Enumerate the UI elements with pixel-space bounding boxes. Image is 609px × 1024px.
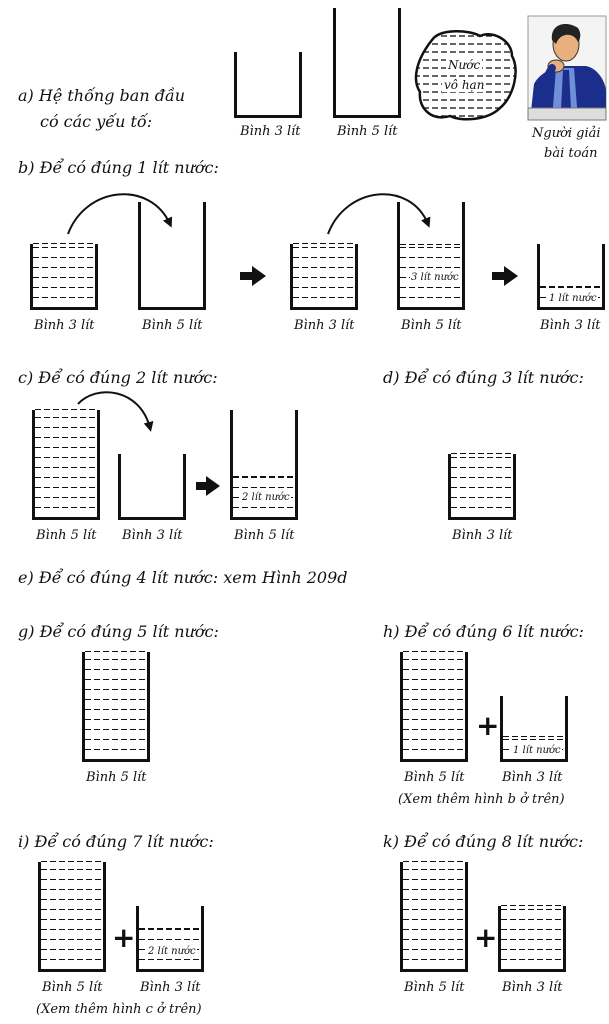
b-caption-3: Bình 3 lít [294, 318, 355, 333]
b-step-arrow-2 [492, 266, 518, 286]
b-label-1l: 1 lít nước [548, 293, 598, 304]
c-jar-5l-full [32, 409, 100, 520]
k-caption-1: Bình 5 lít [404, 980, 465, 995]
h-title: h) Để có đúng 6 lít nước: [383, 622, 584, 641]
h-note: (Xem thêm hình b ở trên) [398, 792, 565, 807]
water-fill [41, 861, 103, 969]
c-jar-3l-empty [118, 454, 186, 520]
b-caption-2: Bình 5 lít [142, 318, 203, 333]
k-plus-sign: + [474, 921, 498, 954]
c-title: c) Để có đúng 2 lít nước: [18, 368, 218, 387]
h-plus-sign: + [476, 709, 500, 742]
water-label-line1: Nước [446, 58, 483, 72]
jar-3l-caption: Bình 3 lít [240, 124, 301, 139]
k-title: k) Để có đúng 8 lít nước: [383, 832, 584, 851]
b-jar-3l-1l-water: 1 lít nước [537, 244, 605, 310]
water-fill [33, 243, 95, 307]
water-fill [451, 453, 513, 517]
c-caption-2: Bình 3 lít [122, 528, 183, 543]
water-label-line2: vô hạn [442, 78, 487, 92]
c-caption-1: Bình 5 lít [36, 528, 97, 543]
water-fill [293, 243, 355, 307]
d-caption-1: Bình 3 lít [452, 528, 513, 543]
i-jar-5l-full [38, 861, 106, 972]
jar-3l-empty [234, 52, 302, 118]
b-jar-5l-empty [138, 202, 206, 310]
a-title-line2: có các yếu tố: [40, 112, 153, 131]
b-caption-5: Bình 3 lít [540, 318, 601, 333]
water-fill [501, 905, 563, 969]
a-title-line1: a) Hệ thống ban đầu [18, 86, 186, 105]
i-jar-3l-2l-water: 2 lít nước [136, 906, 204, 972]
e-title: e) Để có đúng 4 lít nước: xem Hình 209d [18, 568, 348, 587]
b-caption-4: Bình 5 lít [401, 318, 462, 333]
b-step-arrow-1 [240, 266, 266, 286]
b-title: b) Để có đúng 1 lít nước: [18, 158, 219, 177]
h-caption-2: Bình 3 lít [502, 770, 563, 785]
jar-5l-caption: Bình 5 lít [337, 124, 398, 139]
b-label-3l: 3 lít nước [410, 272, 460, 283]
b-jar-5l-3l-water: 3 lít nước [397, 202, 465, 310]
i-label-2l: 2 lít nước [147, 946, 197, 957]
solver-caption-line2: bài toán [544, 146, 598, 161]
h-caption-1: Bình 5 lít [404, 770, 465, 785]
i-caption-2: Bình 3 lít [140, 980, 201, 995]
g-jar-5l-full [82, 651, 150, 762]
d-jar-3l-full [448, 453, 516, 520]
d-title: d) Để có đúng 3 lít nước: [383, 368, 584, 387]
k-caption-2: Bình 3 lít [502, 980, 563, 995]
i-plus-sign: + [112, 921, 136, 954]
c-label-2l: 2 lít nước [241, 492, 291, 503]
i-caption-1: Bình 5 lít [42, 980, 103, 995]
c-caption-3: Bình 5 lít [234, 528, 295, 543]
water-fill [35, 409, 97, 517]
water-fill [85, 651, 147, 759]
b-jar-3l-full-2 [290, 243, 358, 310]
k-jar-3l-full [498, 905, 566, 972]
h-jar-5l-full [400, 651, 468, 762]
g-title: g) Để có đúng 5 lít nước: [18, 622, 219, 641]
c-step-arrow [196, 476, 220, 496]
water-fill [403, 861, 465, 969]
water-fill [403, 651, 465, 759]
g-caption-1: Bình 5 lít [86, 770, 147, 785]
h-jar-3l-1l-water: 1 lít nước [500, 696, 568, 762]
b-caption-1: Bình 3 lít [34, 318, 95, 333]
i-note: (Xem thêm hình c ở trên) [36, 1002, 202, 1017]
infinite-water-blob [414, 30, 517, 121]
i-title: i) Để có đúng 7 lít nước: [18, 832, 214, 851]
c-jar-5l-2l-water: 2 lít nước [230, 410, 298, 520]
b-jar-3l-full [30, 243, 98, 310]
k-jar-5l-full [400, 861, 468, 972]
jar-5l-empty [333, 8, 401, 118]
h-label-1l: 1 lít nước [512, 745, 562, 756]
solver-caption-line1: Người giải [532, 126, 601, 141]
